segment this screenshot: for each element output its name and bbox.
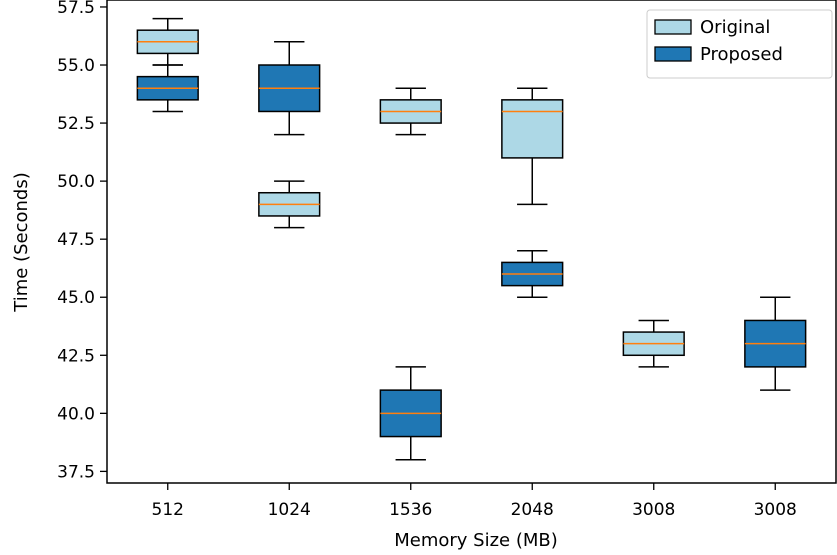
original-box [501,87,564,206]
original-box [622,319,685,368]
legend-label: Proposed [700,44,783,65]
proposed-box [258,41,321,136]
legend-swatch [654,46,692,62]
plot-area [106,0,837,484]
proposed-box [379,366,442,461]
legend-swatch [654,19,692,35]
y-tick-label: 55.0 [57,56,95,76]
y-tick-label: 50.0 [57,172,95,192]
y-tick-label: 37.5 [57,462,95,482]
x-axis: 512 1024 1536 2048 3008 3008 [152,483,797,520]
proposed-box [136,64,199,113]
y-tick-label: 40.0 [57,404,95,424]
original-box [136,17,199,66]
original-box [258,180,321,229]
x-tick-label: 2048 [511,500,554,520]
y-axis-title: Time (Seconds) [11,172,32,312]
x-tick-label: 1536 [389,500,432,520]
axes-frame [106,0,837,484]
y-tick-label: 45.0 [57,288,95,308]
original-box [379,87,442,136]
iqr-box [501,99,564,159]
x-tick-label: 512 [152,500,184,520]
y-tick-label: 57.5 [57,0,95,18]
proposed-box [501,250,564,298]
x-axis-title: Memory Size (MB) [394,530,558,551]
proposed-box [744,296,807,391]
legend: Original Proposed [646,9,833,79]
legend-box [646,9,833,79]
y-axis: 37.5 40.0 42.5 45.0 47.5 50.0 52.5 55.0 57.5 [57,0,107,482]
x-tick-label: 1024 [268,500,311,520]
x-tick-label: 3008 [632,500,675,520]
legend-label: Original [700,17,770,38]
y-tick-label: 52.5 [57,114,95,134]
y-tick-label: 42.5 [57,346,95,366]
y-tick-label: 47.5 [57,230,95,250]
x-tick-label: 3008 [754,500,797,520]
